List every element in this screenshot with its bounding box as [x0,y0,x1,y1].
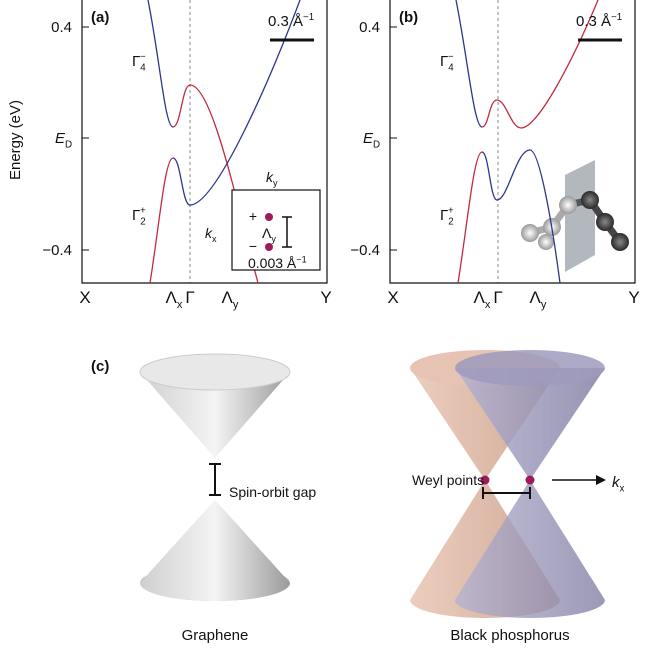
y-tick-label: −0.4 [350,242,380,259]
x-tick-label: Λy [222,288,239,311]
y-tick-label-sub: D [65,140,72,151]
inset-kx: kx [205,225,217,244]
x-tick-label: Γ [185,288,194,307]
weyl-markers [481,475,607,499]
band-label-sub: 2 [140,217,145,228]
x-tick-label-main: Y [628,288,639,307]
scale-label: 0.3 Å−1 [268,12,314,30]
frame [390,0,635,283]
x-tick-label-main: Λ [530,288,542,307]
band-label-sup: − [448,51,454,62]
inset-plus: + [249,208,257,224]
scale-label-sup: −1 [611,12,622,23]
band-label-sup: + [140,205,146,216]
scale-label: 0.3 Å−1 [576,12,622,30]
band-label-sup: + [448,205,454,216]
band-panel [390,0,635,283]
y-tick-label-main: 0.4 [51,19,72,36]
x-tick-label-main: Y [320,288,331,307]
lower-band-blue [482,150,560,283]
band-label: Γ2+ [440,205,454,227]
band-label: Γ4− [132,51,146,73]
inset-point-sub: y [271,234,276,244]
upper-band-blue [148,0,173,127]
inset-minus: − [249,238,257,254]
y-tick-label-sub: D [373,140,380,151]
y-tick-label: 0.4 [359,19,380,36]
band-label: Γ4− [440,51,454,73]
molecule-illustration [521,160,629,272]
x-tick-label-sub: y [541,299,547,311]
kx-label: kx [612,474,625,495]
kx-label-sub: x [620,484,625,495]
panel-label: (b) [399,9,418,26]
inset-scale-label-main: 0.003 Å [248,255,297,271]
y-tick-label: ED [55,130,72,151]
x-tick-label-main: X [387,288,398,307]
figure: (a)0.3 Å−10.4ED−0.4XΛxΓΛyYΓ4−Γ2+Energy (… [0,0,655,649]
x-tick-label: Λx [474,288,491,311]
x-tick-label: X [79,288,90,307]
x-tick-label-sub: y [233,299,239,311]
x-tick-label-main: Λ [166,288,178,307]
inset-ky: ky [266,169,278,188]
band-label-sup: − [140,51,146,62]
scale-label-main: 0.3 Å [576,13,611,30]
scale-label-sup: −1 [303,12,314,23]
x-tick-label-main: Γ [493,288,502,307]
x-tick-label-main: Λ [474,288,486,307]
caption: Graphene [182,627,249,644]
x-tick-label-main: X [79,288,90,307]
x-tick-label-main: Γ [185,288,194,307]
x-tick-label-sub: x [177,299,183,311]
y-tick-label: ED [363,130,380,151]
y-tick-label-main: −0.4 [42,242,72,259]
band-label-sub: 4 [448,63,454,74]
inset-dot [265,213,273,221]
y-tick-label-main: 0.4 [359,19,380,36]
lower-band-red [150,158,173,283]
x-tick-label: Λx [166,288,183,311]
scale-label-main: 0.3 Å [268,13,303,30]
y-axis-label: Energy (eV) [7,100,24,180]
lower-band-red [458,152,482,283]
inset-kx-sub: x [212,234,217,244]
inset-ky-sub: y [273,178,278,188]
panel-label: (c) [91,358,109,375]
x-tick-label: X [387,288,398,307]
panel-label: (a) [91,9,109,26]
x-tick-label: Y [320,288,331,307]
y-tick-label-main: −0.4 [350,242,380,259]
x-tick-label: Γ [493,288,502,307]
x-tick-label: Y [628,288,639,307]
band-label-sub: 4 [140,63,146,74]
x-tick-label-sub: x [485,299,491,311]
band-label-sub: 2 [448,217,453,228]
gap-label: Spin-orbit gap [229,484,316,500]
caption: Black phosphorus [450,627,569,644]
lower-band-blue [173,0,300,205]
x-tick-label-main: Λ [222,288,234,307]
y-tick-label: 0.4 [51,19,72,36]
inset-scale-label-sup: −1 [296,254,306,264]
upper-band-blue [456,0,482,127]
weyl-label: Weyl points [412,472,484,488]
graphene-cones [140,354,290,601]
x-tick-label: Λy [530,288,547,311]
y-tick-label: −0.4 [42,242,72,259]
band-label: Γ2+ [132,205,146,227]
